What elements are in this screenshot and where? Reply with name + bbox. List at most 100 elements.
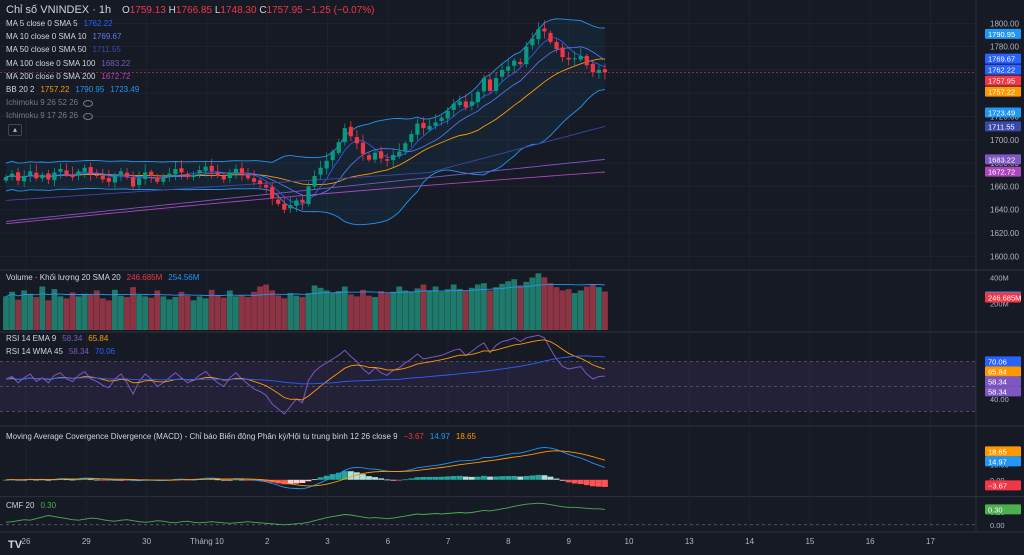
macd-signal-line <box>5 450 606 487</box>
macd-histogram-bar <box>347 471 354 480</box>
macd-line <box>5 446 606 490</box>
price-badge <box>985 75 1021 86</box>
macd-histogram-bar <box>99 479 106 481</box>
price-badge <box>985 53 1021 64</box>
candle <box>336 142 341 153</box>
indicator-legend[interactable]: RSI 14 WMA 45 58.34 70.06 <box>6 345 115 358</box>
indicator-legend[interactable]: BB 20 2 1757.22 1790.95 1723.49 <box>6 83 139 96</box>
macd-histogram-bar <box>3 479 9 481</box>
macd-histogram-bar <box>335 472 342 480</box>
macd-histogram-bar <box>245 479 251 481</box>
macd-histogram-bar <box>402 479 409 481</box>
indicator-legend[interactable]: MA 200 close 0 SMA 200 1672.72 <box>6 70 130 83</box>
macd-histogram-bar <box>499 476 505 480</box>
volume-bar <box>293 295 300 330</box>
candle <box>64 170 69 175</box>
indicator-legend[interactable]: Volume · Khối lượng 20 SMA 20 246.685M 254… <box>6 271 199 284</box>
hidden-eye-icon[interactable] <box>83 112 94 120</box>
volume-bar <box>559 290 566 330</box>
candle <box>439 117 444 121</box>
indicator-legend[interactable]: MA 100 close 0 SMA 100 1683.22 <box>6 57 130 70</box>
macd-histogram-bar <box>299 479 306 483</box>
candle <box>233 168 238 174</box>
volume-bar <box>51 289 58 330</box>
candle <box>379 151 384 159</box>
collapse-legend-icon[interactable]: ▴ <box>8 124 22 136</box>
volume-bar <box>499 283 505 330</box>
candle <box>70 174 75 178</box>
indicator-legend[interactable]: MA 5 close 0 SMA 5 1762.22 <box>6 17 113 30</box>
macd-histogram-bar <box>493 476 499 480</box>
volume-bar <box>251 291 257 330</box>
price-badge-label: 1757.22 <box>988 88 1015 97</box>
indicator-legend-value: −3.67 <box>403 432 424 441</box>
volume-bar <box>287 293 294 330</box>
candle <box>409 134 414 142</box>
volume-bar <box>596 287 602 330</box>
ohlc-low: L1748.30 <box>214 5 257 16</box>
volume-bar <box>142 296 149 330</box>
volume-badge <box>985 292 1021 303</box>
sma100-line <box>5 158 605 222</box>
macd-histogram-bar <box>529 475 536 480</box>
candle <box>118 171 124 175</box>
price-tick-label: 1640.00 <box>990 206 1019 215</box>
volume-bar <box>130 287 136 330</box>
indicator-legend[interactable]: RSI 14 EMA 9 58.34 65.84 <box>6 332 108 345</box>
volume-bar <box>45 300 52 330</box>
indicator-legend[interactable]: MA 50 close 0 SMA 50 1711.55 <box>6 43 121 56</box>
volume-bar <box>275 295 282 330</box>
macd-histogram-bar <box>233 479 239 481</box>
indicator-legend-value: 18.65 <box>455 432 476 441</box>
candle <box>457 101 462 106</box>
indicator-legend-label: Volume · Khối lượng 20 SMA 20 <box>6 273 121 282</box>
macd-histogram-bar <box>45 479 52 481</box>
volume-bar <box>481 283 487 330</box>
indicator-legend-value: 58.34 <box>68 347 89 356</box>
candle <box>554 41 559 49</box>
price-badge <box>985 64 1021 75</box>
indicator-legend[interactable]: Ichimoku 9 26 52 26 <box>6 96 94 109</box>
macd-histogram-bar <box>384 479 391 481</box>
volume-bar <box>136 295 142 330</box>
rsi-line <box>5 334 605 415</box>
volume-bar <box>226 290 233 330</box>
indicator-legend-value: 70.06 <box>94 347 115 356</box>
indicator-legend[interactable]: CMF 20 0.30 <box>6 499 56 512</box>
candle <box>9 173 15 178</box>
macd-histogram-bar <box>124 479 130 481</box>
macd-histogram-bar <box>517 476 524 480</box>
macd-histogram-bar <box>354 472 360 480</box>
candle <box>137 178 142 186</box>
indicator-legend-label: Moving Average Covergence Divergence (MA… <box>6 432 398 441</box>
macd-histogram-bar <box>414 477 421 480</box>
cmf-line <box>5 502 605 526</box>
volume-bar <box>105 300 112 330</box>
volume-bar <box>15 299 21 330</box>
volume-bar <box>239 295 245 330</box>
candle <box>112 174 117 183</box>
macd-histogram-bar <box>432 476 439 480</box>
volume-bar <box>511 279 518 330</box>
candle <box>481 78 487 92</box>
indicator-legend[interactable]: Ichimoku 9 17 26 26 <box>6 109 94 122</box>
volume-bar <box>493 287 499 330</box>
volume-bar <box>299 297 306 330</box>
candle <box>34 172 39 179</box>
macd-histogram-bar <box>214 479 221 481</box>
hidden-eye-icon[interactable] <box>83 99 94 107</box>
volume-bar <box>9 291 15 330</box>
candle <box>191 174 196 178</box>
symbol-header: Chỉ số VNINDEX · 1h O1759.13 H1766.85 L1… <box>6 4 374 16</box>
candle <box>385 159 390 161</box>
candle <box>487 79 493 91</box>
indicator-legend[interactable]: MA 10 close 0 SMA 10 1769.67 <box>6 30 121 43</box>
candle <box>397 151 402 157</box>
symbol-title[interactable]: Chỉ số VNINDEX · 1h <box>6 4 112 16</box>
volume-bar <box>196 296 203 330</box>
indicator-legend[interactable]: Moving Average Covergence Divergence (MA… <box>6 430 476 443</box>
macd-histogram-bar <box>602 479 608 487</box>
macd-histogram-bar <box>118 479 124 481</box>
candle <box>330 151 335 161</box>
